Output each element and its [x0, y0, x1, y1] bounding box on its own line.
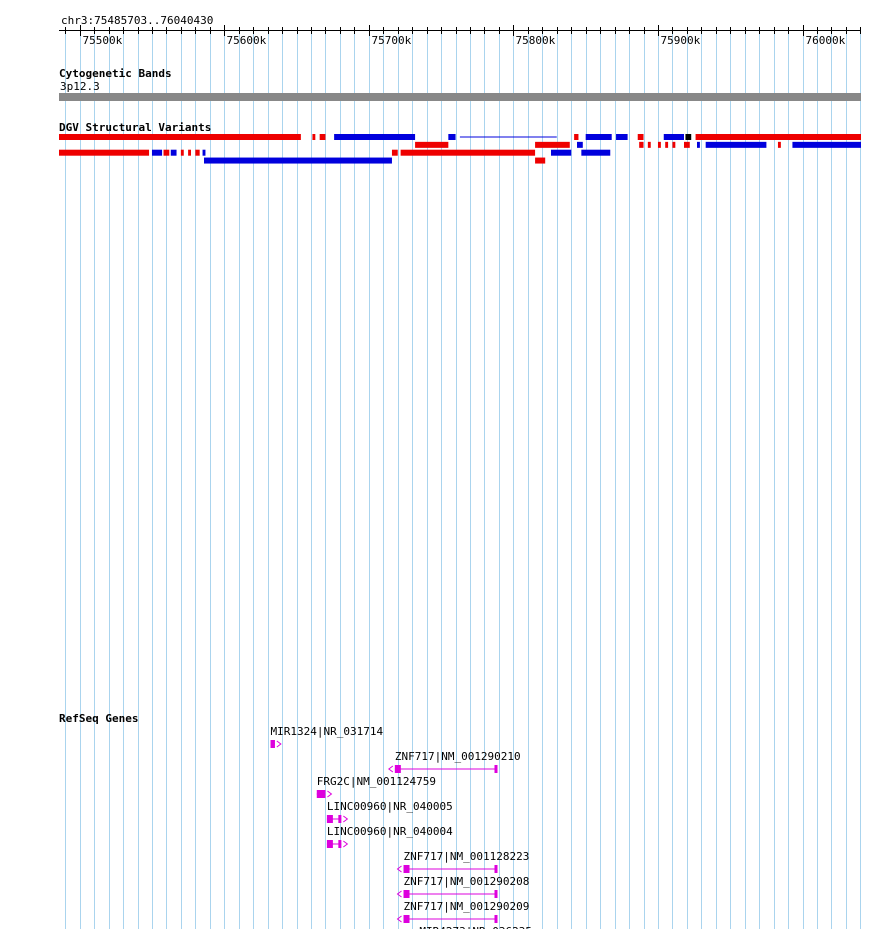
- dgv-variant[interactable]: [705, 141, 767, 148]
- gene-strand-arrow: [343, 840, 349, 848]
- dgv-variant[interactable]: [535, 157, 546, 164]
- ruler-tick-label: 75700k: [372, 34, 412, 47]
- gene-label: LINC00960|NR_040004: [327, 825, 453, 838]
- dgv-variant[interactable]: [663, 134, 684, 140]
- gene-strand-arrow: [343, 815, 349, 823]
- dgv-variant[interactable]: [319, 134, 326, 140]
- gene-exon[interactable]: [322, 790, 326, 798]
- dgv-variant[interactable]: [657, 141, 661, 148]
- cytoband-label: 3p12.3: [60, 80, 100, 93]
- gene-exon[interactable]: [403, 915, 410, 923]
- gene-label: ZNF717|NM_001128223: [404, 850, 530, 863]
- gene-exon[interactable]: [494, 765, 498, 773]
- gene-exon[interactable]: [403, 865, 410, 873]
- gene-label: ZNF717|NM_001290208: [404, 875, 530, 888]
- gene-label: MIR1324|NR_031714: [271, 725, 384, 738]
- dgv-variant[interactable]: [550, 149, 572, 156]
- refseq-genes[interactable]: MIR1324|NR_031714 ZNF717|NM_001290210 FRG2…: [270, 725, 533, 929]
- ruler-tick-label: 76000k: [806, 34, 846, 47]
- gene-strand-arrow: [327, 790, 333, 798]
- dgv-variant[interactable]: [777, 141, 781, 148]
- gene-strand-arrow: [388, 765, 394, 773]
- dgv-variant[interactable]: [792, 141, 861, 148]
- gene-label: LINC00960|NR_040005: [327, 800, 453, 813]
- dgv-variant[interactable]: [574, 134, 579, 140]
- dgv-variant[interactable]: [685, 134, 692, 140]
- dgv-variant[interactable]: [204, 157, 392, 164]
- dgv-variant[interactable]: [535, 141, 570, 148]
- gene-strand-arrow: [276, 740, 282, 748]
- dgv-variant[interactable]: [672, 141, 676, 148]
- ruler[interactable]: 75500k 75600k 75700k 75800k 75900k 76000k: [59, 25, 861, 47]
- dgv-variant[interactable]: [180, 149, 184, 156]
- dgv-variant[interactable]: [639, 141, 644, 148]
- dgv-variant[interactable]: [581, 149, 611, 156]
- dgv-variant[interactable]: [170, 149, 177, 156]
- dgv-variant[interactable]: [391, 149, 398, 156]
- gene-exon[interactable]: [271, 740, 275, 748]
- gene-label: ZNF717|NM_001290210: [395, 750, 521, 763]
- cytoband-bar[interactable]: [59, 93, 861, 101]
- dgv-variant[interactable]: [616, 134, 628, 140]
- dgv-variant[interactable]: [188, 149, 191, 156]
- gene-label: MIR4273|NR_036235: [419, 925, 532, 929]
- dgv-variant[interactable]: [312, 134, 316, 140]
- gene-exon[interactable]: [338, 840, 342, 848]
- dgv-variant[interactable]: [59, 149, 150, 156]
- gene-exon[interactable]: [403, 890, 410, 898]
- gene-strand-arrow: [396, 890, 402, 898]
- gene-strand-arrow: [396, 915, 402, 923]
- gene-strand-arrow: [396, 865, 402, 873]
- dgv-variant[interactable]: [151, 149, 163, 156]
- dgv-variant[interactable]: [665, 141, 669, 148]
- gene-exon[interactable]: [338, 815, 342, 823]
- gene-exon[interactable]: [494, 865, 498, 873]
- gene-exon[interactable]: [316, 790, 323, 798]
- dgv-variant[interactable]: [195, 149, 200, 156]
- region-label: chr3:75485703..76040430: [61, 14, 213, 27]
- cytoband-track-title: Cytogenetic Bands: [59, 67, 172, 80]
- dgv-variant[interactable]: [334, 134, 416, 140]
- dgv-variant[interactable]: [163, 149, 170, 156]
- gene-exon[interactable]: [326, 840, 333, 848]
- dgv-variant[interactable]: [448, 134, 456, 140]
- gene-label: ZNF717|NM_001290209: [404, 900, 530, 913]
- gene-label: FRG2C|NM_001124759: [317, 775, 436, 788]
- dgv-variant[interactable]: [695, 134, 861, 140]
- ruler-tick-label: 75600k: [227, 34, 267, 47]
- dgv-variant[interactable]: [59, 134, 301, 140]
- gene-exon[interactable]: [326, 815, 333, 823]
- dgv-variant[interactable]: [683, 141, 690, 148]
- ruler-tick-label: 75900k: [661, 34, 701, 47]
- dgv-variants[interactable]: [59, 134, 861, 164]
- gene-exon[interactable]: [394, 765, 401, 773]
- dgv-variant[interactable]: [647, 141, 651, 148]
- gene-exon[interactable]: [494, 915, 498, 923]
- ruler-tick-label: 75500k: [83, 34, 123, 47]
- dgv-variant[interactable]: [400, 149, 536, 156]
- dgv-variant[interactable]: [202, 149, 206, 156]
- dgv-variant[interactable]: [637, 134, 644, 140]
- dgv-track-title: DGV Structural Variants: [59, 121, 211, 134]
- gene-exon[interactable]: [494, 890, 498, 898]
- dgv-variant[interactable]: [415, 141, 449, 148]
- dgv-variant[interactable]: [577, 141, 583, 148]
- vertical-grid: [65, 30, 861, 929]
- ruler-tick-label: 75800k: [516, 34, 556, 47]
- dgv-variant[interactable]: [585, 134, 612, 140]
- refseq-track-title: RefSeq Genes: [59, 712, 138, 725]
- dgv-variant[interactable]: [697, 141, 700, 148]
